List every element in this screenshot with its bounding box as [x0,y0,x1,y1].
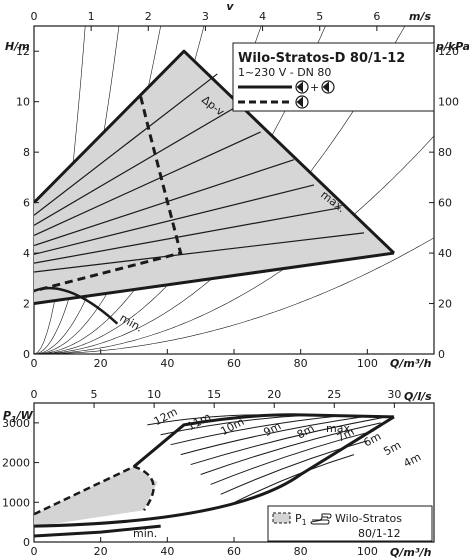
tick-label-v-3: 3 [202,10,209,23]
tick-label-p-40: 40 [438,247,452,260]
head-curves [34,26,434,354]
tick-label-h-0: 0 [23,348,30,361]
tick-label-h-10: 10 [16,96,30,109]
speed-line-4 [34,184,315,255]
tick-label-h-8: 8 [23,146,30,159]
btick-label-ls-25: 25 [327,388,341,401]
tick-label-h-12: 12 [16,45,30,58]
power-speed-line-2 [170,415,341,446]
tick-label-p-100: 100 [438,96,459,109]
power-shaded-region [34,466,158,527]
tick-label-v-6: 6 [373,10,380,23]
btick-label-q-40: 40 [160,545,174,558]
x-axis-label-q-bottom: Q/m³/h [390,546,432,559]
speed-line-2 [34,131,261,236]
btick-label-ls-15: 15 [207,388,221,401]
tick-label-p-20: 20 [438,298,452,311]
power-speed-line-8 [230,454,355,505]
tick-label-q-20: 20 [94,357,108,370]
system-curve-3 [34,26,205,354]
x-axis-label-q-top: Q/m³/h [390,357,432,370]
pump-symbol-icon [295,80,309,94]
btick-label-q-60: 60 [227,545,241,558]
tick-label-q-40: 40 [160,357,174,370]
speed-line-5 [34,207,341,264]
btick-label-w-1000: 1000 [2,496,30,509]
legend-brand: Wilo-Stratos [335,512,402,525]
tick-label-v-4: 4 [259,10,266,23]
power-speed-line-6 [210,430,375,485]
x-top-axis-label-ms: m/s [409,10,431,23]
tick-label-q-0: 0 [31,357,38,370]
head-axes: 0 20 40 60 80 1000 1 2 3 4 5 6024681012020406080100… [16,10,459,370]
legend-p1: P1 [295,512,307,527]
hand-pointer-icon [310,513,332,525]
system-curve-7 [34,135,434,354]
tick-label-h-6: 6 [23,197,30,210]
power-speed-line-3 [180,415,368,456]
lower-curve [34,251,395,306]
tick-label-p-0: 0 [438,348,445,361]
tick-label-p-60: 60 [438,197,452,210]
speed-line-3 [34,159,295,247]
tick-label-p-120: 120 [438,45,459,58]
tick-label-h-2: 2 [23,298,30,311]
btick-label-q-100: 100 [357,545,378,558]
annotation-max-bottom: max. [326,422,353,435]
max-curve [34,49,396,255]
btick-label-ls-0: 0 [31,388,38,401]
tick-label-v-1: 1 [88,10,95,23]
y-axis-label-p: p/kPa [435,40,469,53]
speed-line-0 [34,73,218,216]
power-legend-box [267,505,433,542]
btick-label-q-0: 0 [31,545,38,558]
power-speed-line-5 [200,422,381,475]
legend-plus: + [310,81,319,94]
btick-label-w-3000: 3000 [2,417,30,430]
chart-title: Wilo-Stratos-D 80/1-12 [238,51,405,66]
x-top-axis-symbol-v: v [226,0,234,13]
power-curves [34,413,395,538]
power-lower-curve [34,415,395,528]
pump-symbol-icon [295,95,309,109]
pump-symbol-icon [321,80,335,94]
power-speed-line-4 [190,416,388,466]
power-min-curve [34,524,161,538]
btick-label-q-80: 80 [294,545,308,558]
dpv-dashed-curve [34,96,183,293]
power-legend: P1 Wilo-Stratos 80/1-12 [267,505,433,542]
btick-label-w-2000: 2000 [2,457,30,470]
power-max-curve [133,413,395,468]
tick-label-h-4: 4 [23,247,30,260]
y-axis-label-p1: P1/W [3,409,34,424]
btick-label-ls-20: 20 [267,388,281,401]
head-chart: 0 20 40 60 80 1000 1 2 3 4 5 6024681012020406080100… [5,0,469,370]
legend: Wilo-Stratos-D 80/1-12 1~230 V - DN 80 + [232,42,435,112]
legend-model: 80/1-12 [358,527,401,540]
speed-line-1 [34,103,241,226]
tick-label-q-80: 80 [294,357,308,370]
tick-label-p-80: 80 [438,146,452,159]
legend-subtitle: 1~230 V - DN 80 [238,66,331,79]
btick-label-ls-10: 10 [147,388,161,401]
tick-label-v-2: 2 [145,10,152,23]
tick-label-v-5: 5 [316,10,323,23]
tick-label-q-100: 100 [357,357,378,370]
legend-box [232,42,435,112]
legend-shaded-swatch [272,512,291,524]
power-speed-line-7 [220,440,368,495]
speed-line-6 [34,232,365,273]
x-top-axis-label-ls: Q/l/s [404,390,432,403]
annotation-min-bottom: min. [133,527,157,540]
btick-label-ls-5: 5 [91,388,98,401]
btick-label-w-0: 0 [23,536,30,549]
tick-label-q-60: 60 [227,357,241,370]
tick-label-v-0: 0 [31,10,38,23]
btick-label-ls-30: 30 [387,388,401,401]
y-axis-label-h: H/m [5,40,30,53]
btick-label-q-20: 20 [94,545,108,558]
